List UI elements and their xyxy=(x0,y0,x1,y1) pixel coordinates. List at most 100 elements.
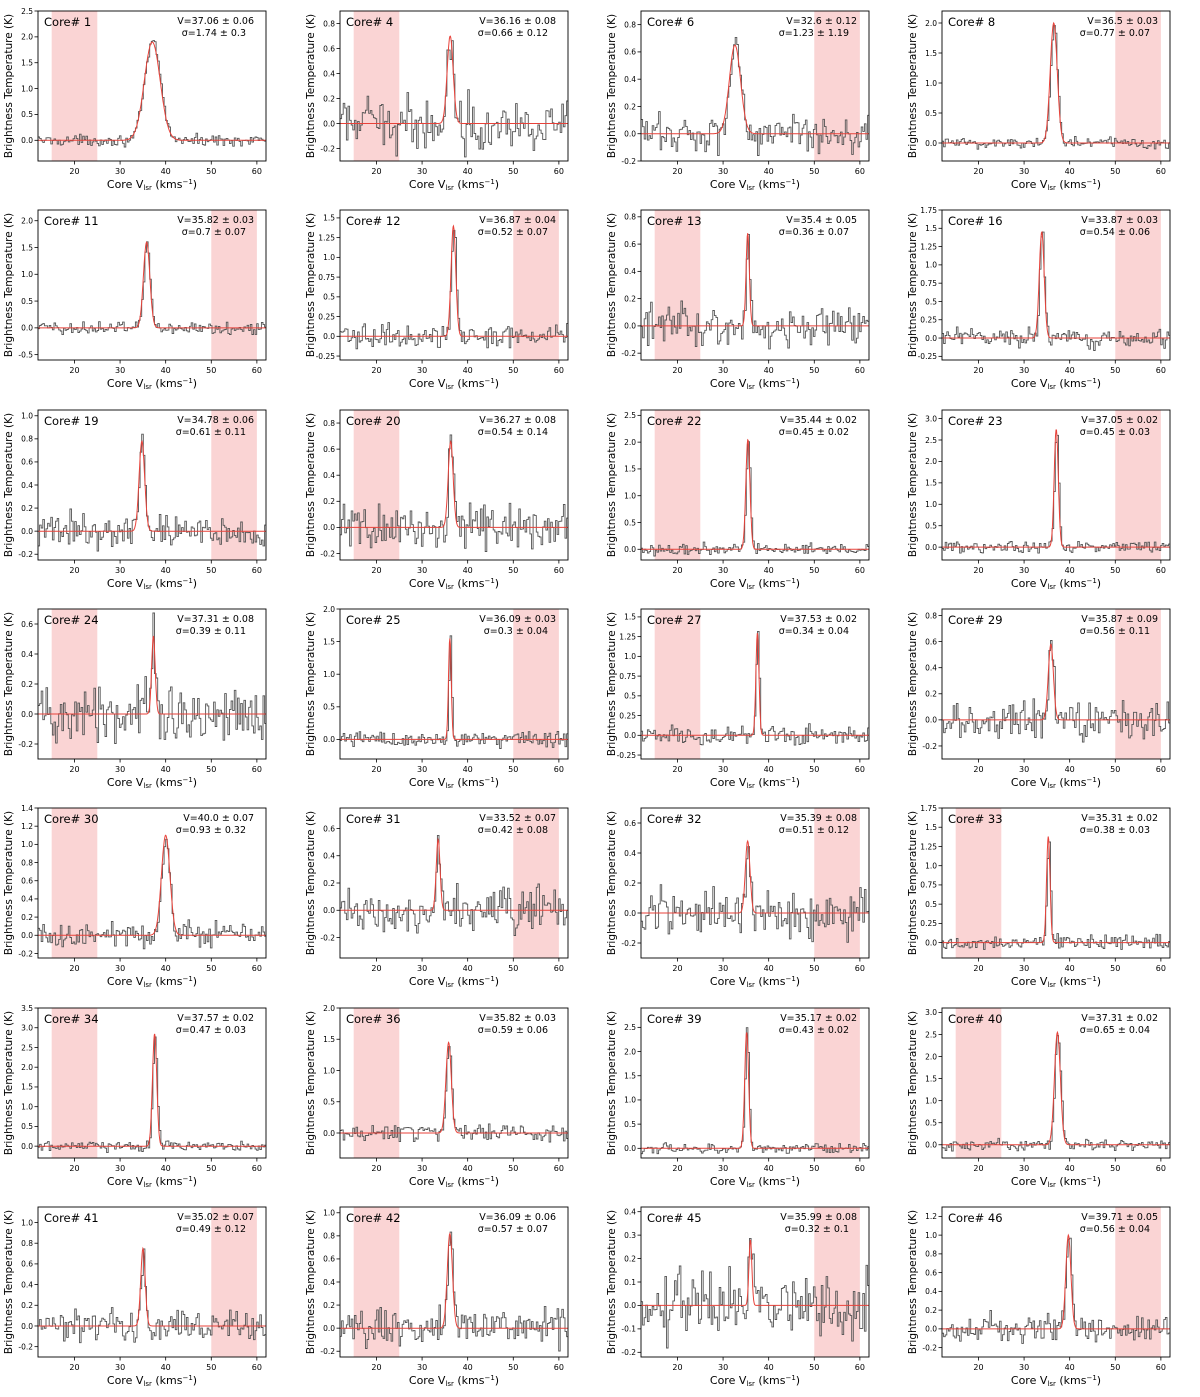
observed-spectrum-line xyxy=(38,40,266,148)
x-tick-label: 30 xyxy=(718,566,728,575)
y-tick-label: 1.5 xyxy=(21,1083,33,1092)
x-tick-label: 50 xyxy=(1110,366,1120,375)
y-tick-label: 0.0 xyxy=(323,1324,335,1333)
y-axis-label: Brightness Temperature (K) xyxy=(305,1210,317,1354)
spectrum-panel: 20 30 40 50 60 -0.2 0.0 0.2 0.4 0.6 0.8 1.0 1.2 Core … xyxy=(907,1206,1171,1388)
x-tick-label: 50 xyxy=(508,1164,518,1173)
y-tick-label: -0.2 xyxy=(320,933,335,942)
y-tick-label: 0.0 xyxy=(21,324,33,333)
y-tick-label: 0.5 xyxy=(624,1120,636,1129)
y-axis-label: Brightness Temperature (K) xyxy=(907,413,919,557)
y-tick-label: 1.0 xyxy=(925,861,937,870)
y-tick-label: 0.8 xyxy=(323,1232,335,1241)
plot-frame xyxy=(640,209,870,361)
x-axis-label: Core Vlsr (kms−1) xyxy=(710,178,800,192)
y-tick-label: 0.75 xyxy=(619,672,636,681)
x-tick-label: 20 xyxy=(69,167,79,176)
x-tick-label: 60 xyxy=(252,765,262,774)
y-tick-label: 0.5 xyxy=(925,522,937,531)
sigma-annotation: σ=0.59 ± 0.06 xyxy=(478,1025,548,1036)
x-tick-label: 60 xyxy=(554,1164,564,1173)
gaussian-fit-line xyxy=(942,429,1170,548)
spectrum-panel: 20 30 40 50 60 0.0 0.5 1.0 1.5 2.0 2.5 Core Vlsr (k… xyxy=(3,7,267,192)
plot-frame xyxy=(37,1007,267,1159)
core-label: Core# 31 xyxy=(346,812,401,826)
x-tick-label: 20 xyxy=(672,1164,682,1173)
x-tick-label: 60 xyxy=(1156,1363,1166,1372)
y-tick-label: 0.5 xyxy=(624,518,636,527)
y-tick-label: 1.0 xyxy=(624,492,636,501)
y-tick-label: 0.5 xyxy=(925,900,937,909)
velocity-annotation: V=36.87 ± 0.04 xyxy=(479,215,556,226)
y-axis-label: Brightness Temperature (K) xyxy=(907,612,919,756)
x-tick-label: 30 xyxy=(417,765,427,774)
velocity-annotation: V=33.52 ± 0.07 xyxy=(479,813,556,824)
spectrum-panel: 20 30 40 50 60 0.0 0.5 1.0 1.5 2.0 Core Vlsr (kms−… xyxy=(305,1004,569,1189)
gaussian-fit-line xyxy=(38,834,266,936)
x-tick-label: 50 xyxy=(508,167,518,176)
y-tick-label: 1.0 xyxy=(323,670,335,679)
velocity-annotation: V=36.27 ± 0.08 xyxy=(479,415,556,426)
observed-spectrum-line xyxy=(340,1045,568,1143)
core-label: Core# 34 xyxy=(44,1012,99,1026)
x-tick-label: 40 xyxy=(463,964,473,973)
x-tick-label: 30 xyxy=(115,964,125,973)
y-tick-label: 0.25 xyxy=(920,919,937,928)
y-tick-label: 2.0 xyxy=(323,605,335,614)
velocity-annotation: V=37.31 ± 0.02 xyxy=(1081,1013,1158,1024)
y-tick-label: 1.5 xyxy=(323,1035,335,1044)
y-axis-label: Brightness Temperature (K) xyxy=(305,612,317,756)
velocity-annotation: V=33.87 ± 0.03 xyxy=(1081,215,1158,226)
core-label: Core# 25 xyxy=(346,613,401,627)
x-tick-label: 60 xyxy=(855,765,865,774)
observed-spectrum-line xyxy=(340,834,568,936)
core-label: Core# 8 xyxy=(948,15,995,29)
velocity-annotation: V=36.5 ± 0.03 xyxy=(1087,16,1158,27)
gaussian-fit-line xyxy=(641,1032,869,1149)
y-tick-label: 0.0 xyxy=(624,731,636,740)
sigma-annotation: σ=0.52 ± 0.07 xyxy=(478,227,548,238)
core-label: Core# 46 xyxy=(948,1211,1003,1225)
x-tick-label: 30 xyxy=(417,1164,427,1173)
plot-frame xyxy=(941,1007,1171,1159)
y-tick-label: 0.6 xyxy=(21,620,33,629)
x-axis-label: Core Vlsr (kms−1) xyxy=(710,577,800,591)
gaussian-fit-line xyxy=(340,1232,568,1329)
plot-frame xyxy=(37,209,267,361)
y-axis-label: Brightness Temperature (K) xyxy=(606,213,618,357)
x-tick-label: 40 xyxy=(463,366,473,375)
plot-frame xyxy=(941,1206,1171,1358)
y-axis-label: Brightness Temperature (K) xyxy=(907,811,919,955)
x-tick-label: 50 xyxy=(508,964,518,973)
x-tick-label: 60 xyxy=(554,167,564,176)
x-tick-label: 50 xyxy=(1110,1164,1120,1173)
spectrum-panel: 20 30 40 50 60 0.0 0.5 1.0 1.5 2.0 2.5 3.0 Core Vlsr… xyxy=(907,1007,1171,1189)
y-tick-label: 2.5 xyxy=(925,436,937,445)
y-axis-label: Brightness Temperature (K) xyxy=(907,1011,919,1155)
y-axis-label: Brightness Temperature (K) xyxy=(305,213,317,357)
y-tick-label: -0.25 xyxy=(316,352,336,361)
x-tick-label: 40 xyxy=(161,167,171,176)
gaussian-fit-line xyxy=(641,632,869,736)
y-tick-label: 1.0 xyxy=(925,1231,937,1240)
x-tick-label: 40 xyxy=(1065,566,1075,575)
x-axis-label: Core Vlsr (kms−1) xyxy=(107,1374,197,1388)
core-label: Core# 11 xyxy=(44,214,99,228)
y-tick-label: 0.25 xyxy=(920,316,937,325)
y-tick-label: 0.4 xyxy=(21,1280,33,1289)
y-tick-label: 0.2 xyxy=(624,294,636,303)
y-tick-label: 2.0 xyxy=(624,1047,636,1056)
y-tick-label: 0.2 xyxy=(624,879,636,888)
y-tick-label: 0.8 xyxy=(21,435,33,444)
x-tick-label: 60 xyxy=(855,964,865,973)
y-tick-label: 0.2 xyxy=(323,94,335,103)
y-tick-label: 2.0 xyxy=(21,1063,33,1072)
y-tick-label: 0.5 xyxy=(925,109,937,118)
x-tick-label: 60 xyxy=(855,366,865,375)
core-label: Core# 4 xyxy=(346,15,393,29)
y-tick-label: 2.5 xyxy=(624,411,636,420)
y-tick-label: 0.5 xyxy=(21,1122,33,1131)
core-label: Core# 27 xyxy=(647,613,702,627)
y-tick-label: 1.0 xyxy=(323,1066,335,1075)
x-tick-label: 50 xyxy=(508,566,518,575)
